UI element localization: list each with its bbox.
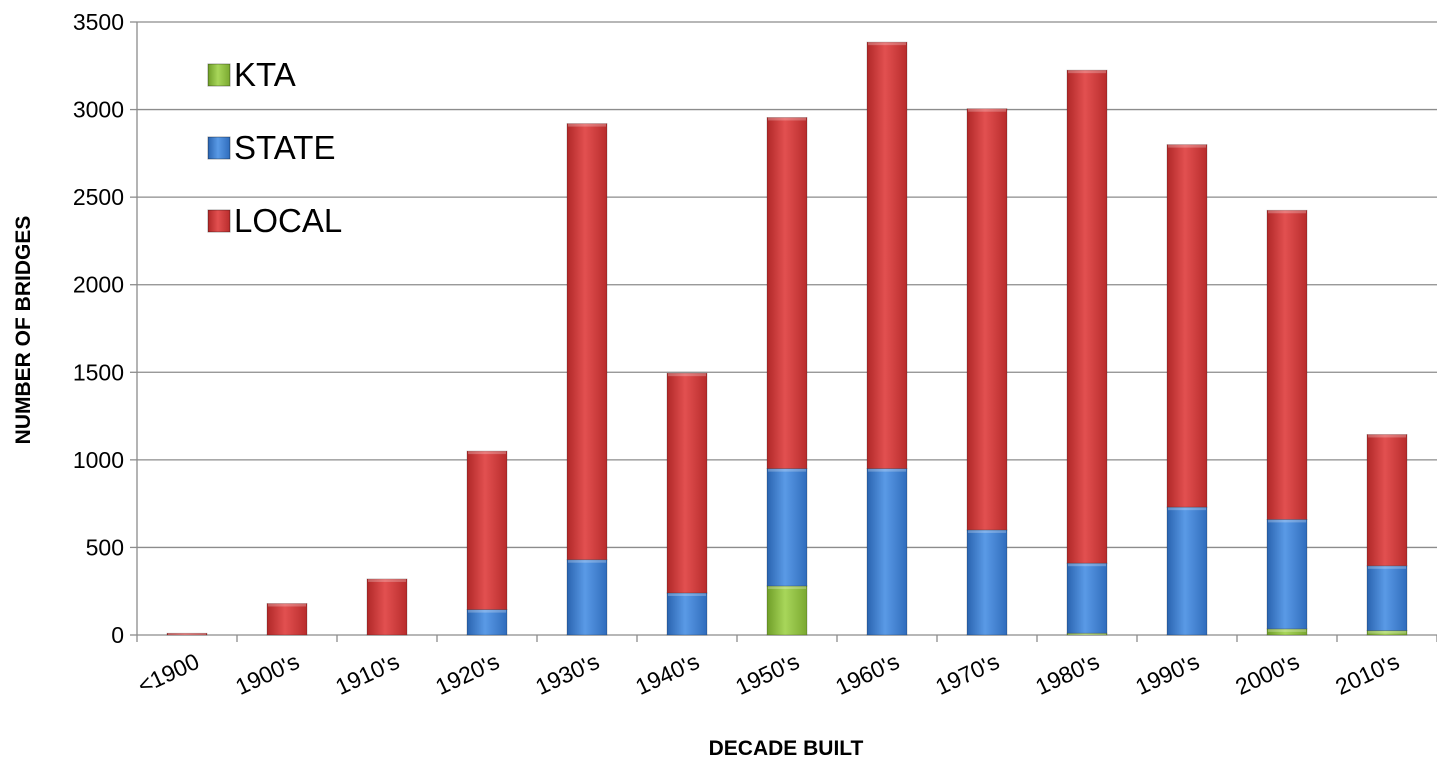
bar-segment [766,468,808,587]
bar-highlight [1368,565,1406,569]
bar-highlight [568,559,606,563]
bar-segment [666,372,708,594]
legend: KTA STATE LOCAL [207,56,342,239]
y-tick-label: 500 [86,534,124,560]
bar-segment [166,632,208,636]
legend-item: KTA [207,56,296,93]
bar-highlight [868,468,906,472]
x-tick-label: 1950's [731,648,803,700]
bar-segment [466,450,508,611]
x-tick-label: 1930's [531,648,603,700]
y-tick-label: 2000 [73,272,124,298]
bar-highlight [1068,633,1106,635]
bar-highlight [768,468,806,472]
legend-swatch [207,209,231,233]
bar-highlight [1168,144,1206,148]
bar-highlight [1068,70,1106,74]
bar-segment [1066,69,1108,564]
y-tick-label: 0 [111,622,124,648]
bars [166,41,1408,636]
y-tick-label: 3500 [73,9,124,35]
y-tick-label: 2500 [73,184,124,210]
bar-segment [766,585,808,636]
bar-segment [1066,562,1108,634]
bar-highlight [1268,210,1306,214]
bar-highlight [468,451,506,455]
bar-segment [966,529,1008,636]
bar-segment [266,603,308,636]
x-tick-label: 1960's [831,648,903,700]
legend-item: LOCAL [207,202,342,239]
y-axis-title: NUMBER OF BRIDGES [12,216,35,445]
bar-highlight [368,578,406,582]
bar-segment [366,578,408,636]
bar-highlight [468,609,506,613]
bar-highlight [1168,507,1206,511]
bar-segment [1066,632,1108,636]
legend-label: KTA [234,56,296,93]
x-tick-label: 1940's [631,648,703,700]
x-tick-label: 2000's [1231,648,1303,700]
bar-segment [466,609,508,636]
x-axis-title: DECADE BUILT [709,737,864,760]
x-tick-label: 1910's [331,648,403,700]
bar-segment [1166,144,1208,508]
x-tick-label: 2010's [1331,648,1403,700]
bar-segment [666,592,708,636]
bar-highlight [668,373,706,377]
bar-segment [1266,519,1308,630]
bar-highlight [768,585,806,589]
y-tick-label: 3000 [73,97,124,123]
bar-segment [1366,565,1408,632]
bar-highlight [1268,628,1306,632]
bar-highlight [168,633,206,635]
x-tick-label: <1900 [134,648,204,699]
bar-segment [866,468,908,636]
bar-highlight [868,42,906,46]
bar-highlight [768,117,806,121]
legend-swatch [207,136,231,160]
bar-highlight [568,123,606,127]
y-tick-label: 1000 [73,447,124,473]
bar-highlight [268,603,306,607]
y-tick-label: 1500 [73,359,124,385]
bar-segment [1266,209,1308,520]
x-tick-label: 1980's [1031,648,1103,700]
bar-segment [1166,506,1208,636]
bar-segment [566,123,608,561]
x-tick-label: 1920's [431,648,503,700]
bar-highlight [1368,434,1406,438]
bar-highlight [668,592,706,596]
bar-segment [566,559,608,636]
legend-item: STATE [207,129,335,166]
bar-highlight [1068,563,1106,567]
bar-highlight [1368,630,1406,634]
bar-segment [766,117,808,470]
x-tick-label: 1970's [931,648,1003,700]
bar-segment [1366,434,1408,567]
x-tick-label: 1900's [231,648,303,700]
bar-highlight [968,108,1006,112]
bar-segment [966,108,1008,531]
bar-highlight [1268,519,1306,523]
bar-segment [866,41,908,470]
legend-label: STATE [234,129,335,166]
legend-label: LOCAL [234,202,342,239]
x-tick-label: 1990's [1131,648,1203,700]
legend-swatch [207,63,231,87]
bar-highlight [968,529,1006,533]
